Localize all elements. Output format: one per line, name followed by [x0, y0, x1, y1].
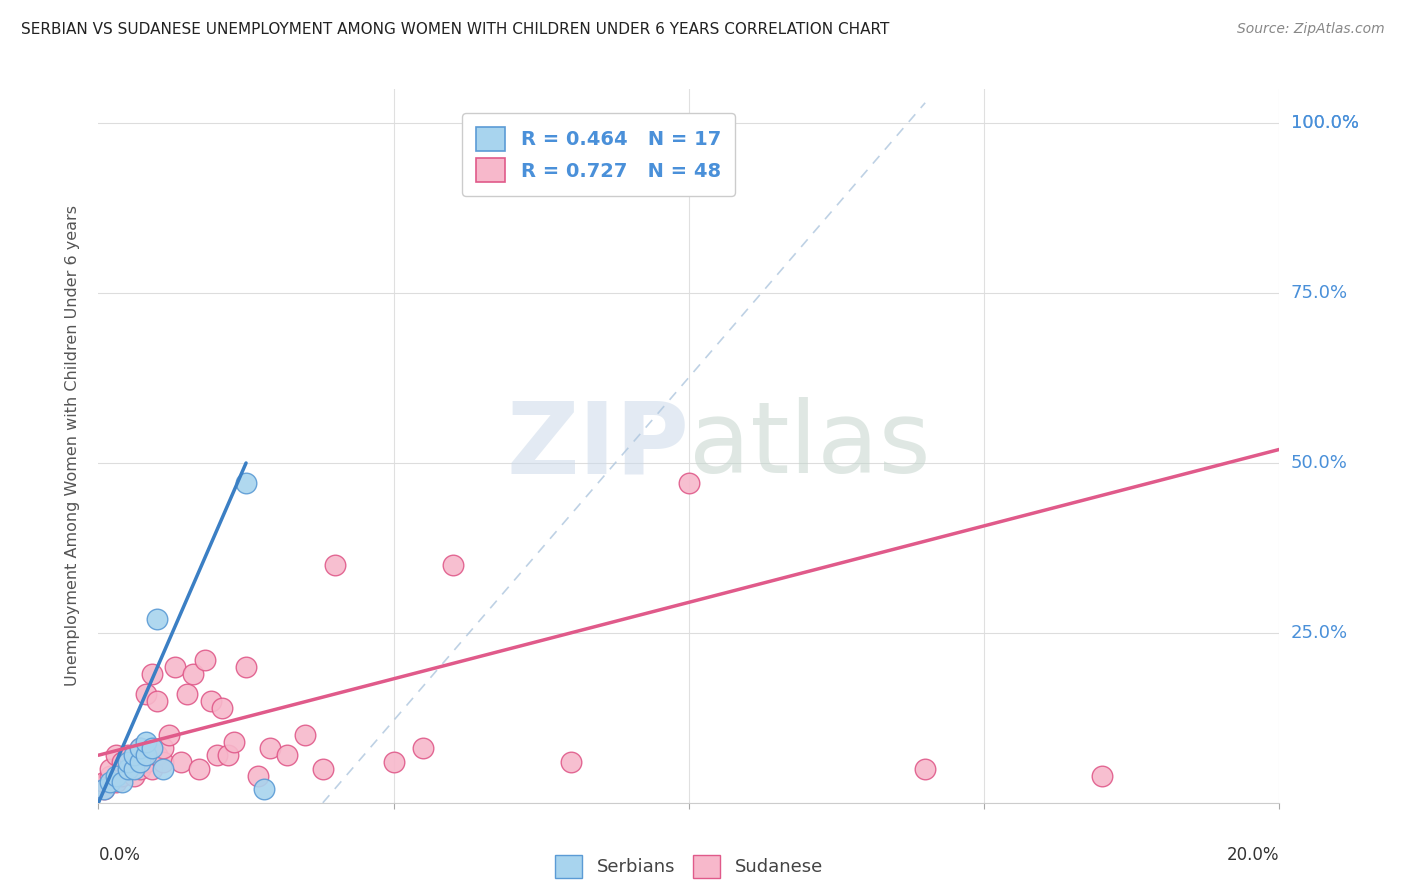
Text: 100.0%: 100.0%: [1291, 114, 1358, 132]
Point: [152, 741, 174, 756]
Point: [105, 769, 128, 783]
Point: [253, 782, 276, 797]
Point: [111, 769, 134, 783]
Point: [135, 748, 157, 763]
Point: [176, 687, 198, 701]
Point: [235, 660, 257, 674]
Point: [678, 476, 700, 491]
Point: [152, 755, 174, 769]
Point: [312, 762, 335, 776]
Point: [217, 748, 239, 763]
Text: 20.0%: 20.0%: [1227, 846, 1279, 863]
Point: [259, 741, 281, 756]
Point: [93, 782, 115, 797]
Point: [128, 741, 150, 756]
Legend: Serbians, Sudanese: Serbians, Sudanese: [546, 847, 832, 887]
Point: [194, 653, 217, 667]
Point: [128, 755, 150, 769]
Point: [294, 728, 316, 742]
Text: 75.0%: 75.0%: [1291, 284, 1348, 302]
Point: [135, 755, 157, 769]
Point: [146, 612, 169, 626]
Point: [205, 748, 228, 763]
Point: [246, 769, 269, 783]
Point: [187, 762, 209, 776]
Point: [135, 734, 157, 748]
Point: [141, 741, 163, 756]
Point: [111, 755, 134, 769]
Point: [122, 748, 145, 763]
Text: 100.0%: 100.0%: [1291, 114, 1358, 132]
Point: [117, 762, 139, 776]
Point: [200, 694, 222, 708]
Point: [135, 687, 157, 701]
Point: [122, 755, 145, 769]
Point: [323, 558, 346, 572]
Point: [235, 476, 257, 491]
Text: Source: ZipAtlas.com: Source: ZipAtlas.com: [1237, 22, 1385, 37]
Point: [165, 660, 187, 674]
Point: [412, 741, 434, 756]
Point: [170, 755, 193, 769]
Point: [128, 762, 150, 776]
Text: 25.0%: 25.0%: [1291, 624, 1348, 642]
Point: [93, 782, 115, 797]
Point: [441, 558, 464, 572]
Text: 0.0%: 0.0%: [98, 846, 141, 863]
Point: [122, 769, 145, 783]
Point: [98, 762, 121, 776]
Point: [181, 666, 204, 681]
Point: [117, 748, 139, 763]
Point: [146, 748, 169, 763]
Y-axis label: Unemployment Among Women with Children Under 6 years: Unemployment Among Women with Children U…: [65, 205, 80, 687]
Point: [98, 769, 121, 783]
Point: [211, 700, 233, 714]
Point: [560, 755, 582, 769]
Text: atlas: atlas: [689, 398, 931, 494]
Point: [141, 666, 163, 681]
Point: [1091, 769, 1114, 783]
Point: [117, 762, 139, 776]
Text: SERBIAN VS SUDANESE UNEMPLOYMENT AMONG WOMEN WITH CHILDREN UNDER 6 YEARS CORRELA: SERBIAN VS SUDANESE UNEMPLOYMENT AMONG W…: [21, 22, 890, 37]
Point: [111, 775, 134, 789]
Point: [382, 755, 405, 769]
Point: [224, 734, 246, 748]
Text: 50.0%: 50.0%: [1291, 454, 1347, 472]
Point: [117, 755, 139, 769]
Point: [146, 694, 169, 708]
Point: [93, 775, 115, 789]
Text: ZIP: ZIP: [506, 398, 689, 494]
Point: [105, 748, 128, 763]
Point: [152, 762, 174, 776]
Point: [105, 775, 128, 789]
Point: [914, 762, 936, 776]
Point: [98, 775, 121, 789]
Point: [141, 762, 163, 776]
Point: [276, 748, 298, 763]
Point: [128, 741, 150, 756]
Point: [122, 762, 145, 776]
Point: [157, 728, 180, 742]
